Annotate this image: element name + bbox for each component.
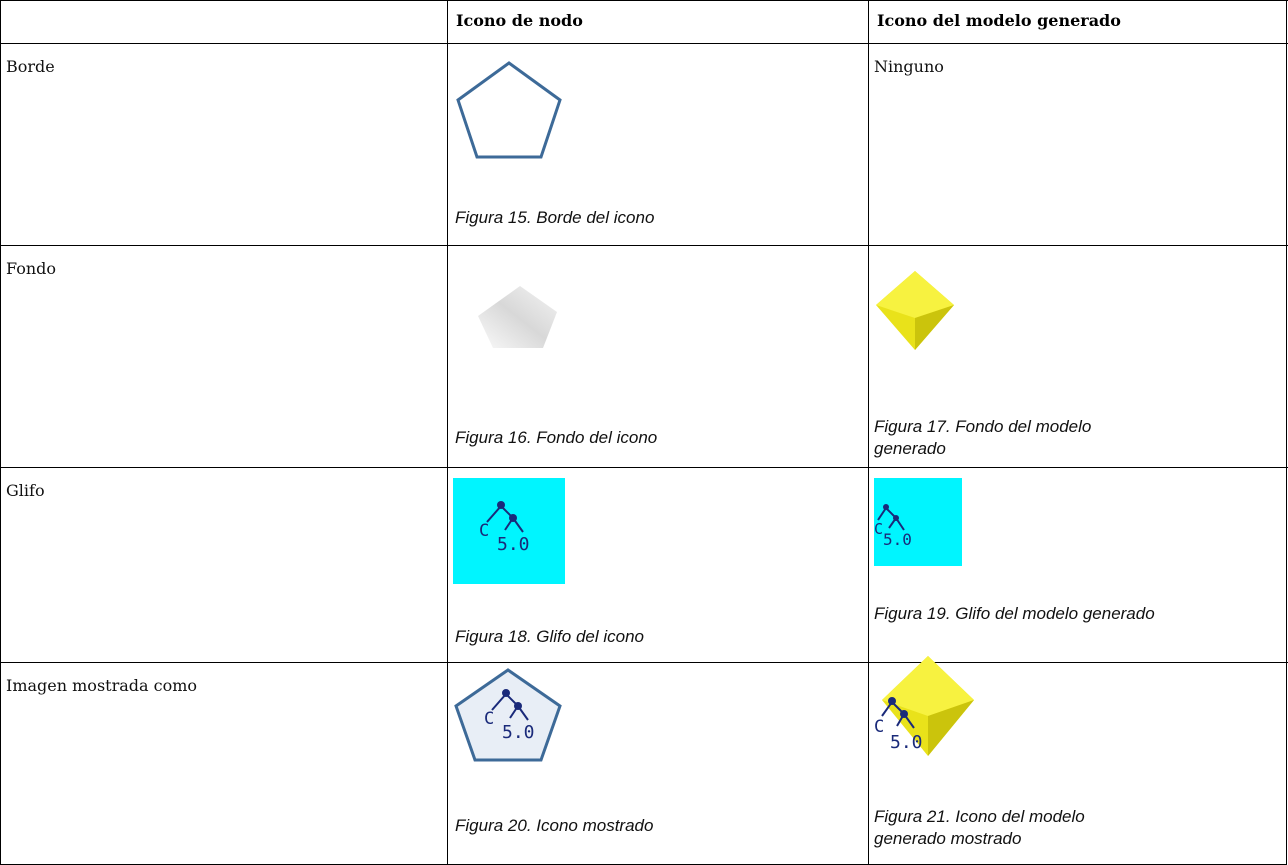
glyph-version: 5.0	[890, 732, 923, 753]
model-glyph-icon: C 5.0	[874, 478, 962, 566]
row-label: Fondo	[0, 245, 447, 467]
glyph-letter: C	[874, 717, 884, 737]
cell	[447, 662, 868, 865]
cell	[868, 662, 1288, 865]
model-displayed-icon: C 5.0	[874, 656, 974, 756]
header-cell	[0, 0, 447, 43]
cell	[447, 43, 868, 245]
border-icon	[456, 61, 562, 159]
row-label: Borde	[0, 43, 447, 245]
cell	[447, 245, 868, 467]
glyph-version: 5.0	[502, 722, 535, 743]
cell-text: Ninguno	[868, 43, 1288, 245]
header-cell: Icono del modelo generado	[868, 0, 1288, 43]
glyph-letter: C	[484, 709, 494, 729]
caption: Figura 15. Borde del icono	[455, 208, 655, 227]
caption: Figura 19. Glifo del modelo generado	[874, 604, 1155, 623]
caption: Figura 20. Icono mostrado	[455, 816, 654, 835]
model-background-icon	[876, 271, 954, 350]
caption: Figura 21. Icono del modelo generado mos…	[874, 807, 1085, 848]
glyph-letter: C	[874, 520, 883, 538]
cell	[447, 467, 868, 662]
header-cell: Icono de nodo	[447, 0, 868, 43]
caption: Figura 18. Glifo del icono	[455, 627, 644, 646]
background-icon	[478, 286, 557, 348]
glyph-letter: C	[479, 521, 489, 541]
caption: Figura 16. Fondo del icono	[455, 428, 658, 447]
cell	[868, 245, 1288, 467]
glyph-version: 5.0	[883, 530, 912, 549]
glyph-version: 5.0	[497, 534, 530, 555]
cell	[868, 467, 1288, 662]
glyph-icon: C 5.0	[453, 478, 565, 584]
caption: Figura 17. Fondo del modelo generado	[874, 417, 1092, 458]
displayed-icon: C 5.0	[454, 668, 562, 762]
row-label: Glifo	[0, 467, 447, 662]
row-label: Imagen mostrada como	[0, 662, 447, 865]
